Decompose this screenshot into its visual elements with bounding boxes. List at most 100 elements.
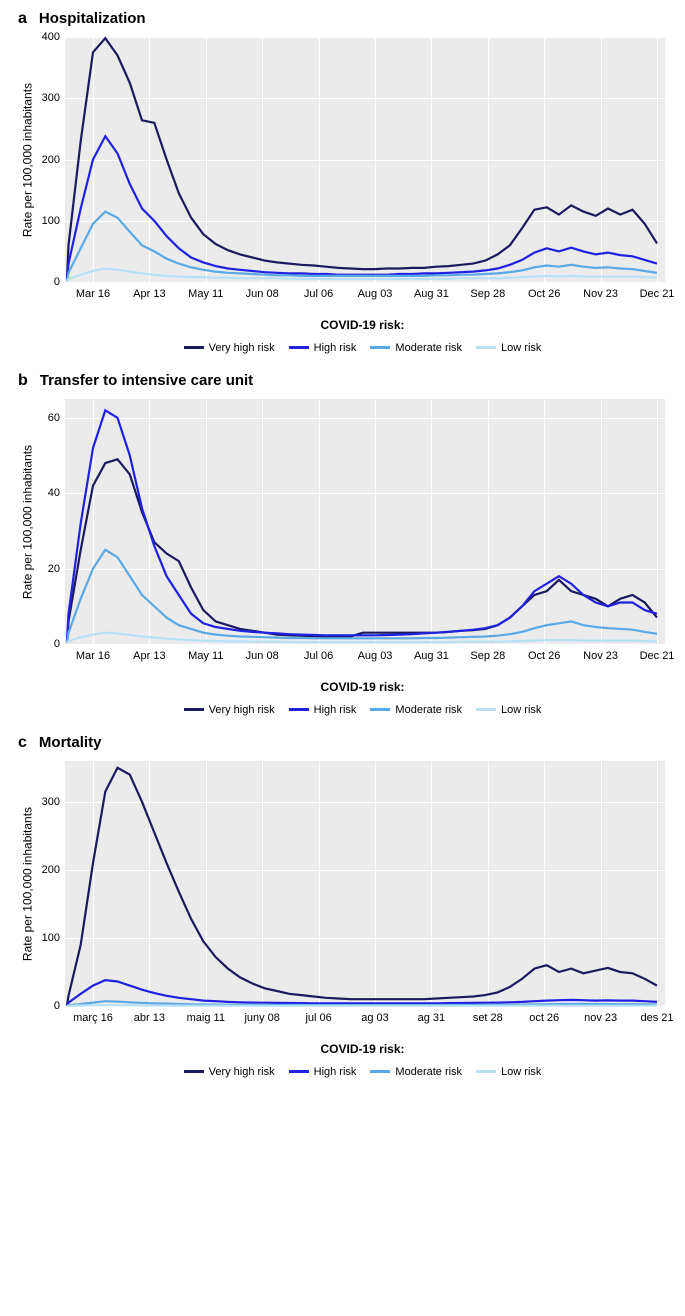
x-tick-label: Aug 31 bbox=[414, 288, 449, 300]
x-tick-label: jul 06 bbox=[305, 1012, 331, 1024]
legend-label: Moderate risk bbox=[395, 704, 462, 716]
plot-svg bbox=[65, 399, 665, 644]
x-tick-label: Jul 06 bbox=[304, 650, 333, 662]
y-tick-label: 0 bbox=[30, 638, 60, 650]
y-tick-label: 0 bbox=[30, 1000, 60, 1012]
legend-swatch bbox=[370, 346, 390, 349]
plot-background bbox=[65, 399, 665, 644]
legend-swatch bbox=[289, 346, 309, 349]
y-tick-label: 60 bbox=[30, 412, 60, 424]
plot-svg bbox=[65, 37, 665, 282]
plot-background bbox=[65, 37, 665, 282]
x-tick-label: Nov 23 bbox=[583, 288, 618, 300]
y-tick-label: 20 bbox=[30, 563, 60, 575]
legend-label: High risk bbox=[314, 1066, 357, 1078]
x-tick-label: oct 26 bbox=[529, 1012, 559, 1024]
series-line-very_high bbox=[67, 768, 657, 1006]
x-tick-label: Apr 13 bbox=[133, 650, 165, 662]
x-tick-label: May 11 bbox=[188, 288, 223, 300]
x-tick-label: Jul 06 bbox=[304, 288, 333, 300]
y-tick-label: 100 bbox=[30, 932, 60, 944]
legend-label: Very high risk bbox=[209, 704, 275, 716]
panel-letter: c bbox=[18, 734, 27, 752]
y-tick-label: 100 bbox=[30, 215, 60, 227]
gridline-h bbox=[65, 282, 665, 283]
legend-title: COVID-19 risk: bbox=[50, 1042, 675, 1056]
legend-item-high: High risk bbox=[289, 704, 357, 716]
legend-swatch bbox=[370, 708, 390, 711]
x-tick-label: Aug 03 bbox=[358, 650, 393, 662]
series-line-low bbox=[67, 1005, 657, 1006]
x-tick-label: Dec 21 bbox=[640, 288, 675, 300]
legend-item-high: High risk bbox=[289, 342, 357, 354]
legend-item-moderate: Moderate risk bbox=[370, 1066, 462, 1078]
y-tick-label: 200 bbox=[30, 864, 60, 876]
panel-b: bTransfer to intensive care unit Rate per… bbox=[10, 372, 675, 716]
panel-header: cMortality bbox=[10, 734, 675, 752]
legend-swatch bbox=[370, 1070, 390, 1073]
y-tick-label: 200 bbox=[30, 154, 60, 166]
x-tick-label: març 16 bbox=[73, 1012, 113, 1024]
x-tick-label: May 11 bbox=[188, 650, 223, 662]
x-tick-label: abr 13 bbox=[134, 1012, 165, 1024]
legend-item-very_high: Very high risk bbox=[184, 1066, 275, 1078]
x-tick-label: ag 03 bbox=[361, 1012, 389, 1024]
x-tick-label: Sep 28 bbox=[470, 288, 505, 300]
panel-letter: a bbox=[18, 10, 27, 28]
y-axis-label: Rate per 100,000 inhabitants bbox=[20, 399, 34, 644]
legend-items: Very high risk High risk Moderate risk Low … bbox=[184, 342, 542, 354]
legend-swatch bbox=[476, 346, 496, 349]
x-tick-label: Oct 26 bbox=[528, 288, 560, 300]
x-tick-label: Sep 28 bbox=[470, 650, 505, 662]
y-tick-label: 400 bbox=[30, 31, 60, 43]
legend-item-very_high: Very high risk bbox=[184, 342, 275, 354]
legend-label: Very high risk bbox=[209, 1066, 275, 1078]
series-line-moderate bbox=[67, 550, 657, 643]
legend-title: COVID-19 risk: bbox=[50, 318, 675, 332]
x-tick-label: Jun 08 bbox=[246, 650, 279, 662]
figure-root: a Hospitalization Rate per 100,000 inhabit… bbox=[10, 10, 675, 1078]
legend-label: Very high risk bbox=[209, 342, 275, 354]
y-tick-label: 300 bbox=[30, 796, 60, 808]
panel-title: Hospitalization bbox=[39, 10, 146, 27]
x-tick-label: des 21 bbox=[640, 1012, 673, 1024]
plot-background bbox=[65, 761, 665, 1006]
legend-swatch bbox=[184, 346, 204, 349]
legend: COVID-19 risk: Very high risk High risk Mod… bbox=[10, 1042, 675, 1078]
y-tick-label: 40 bbox=[30, 487, 60, 499]
legend-item-high: High risk bbox=[289, 1066, 357, 1078]
legend-item-low: Low risk bbox=[476, 704, 541, 716]
legend-items: Very high risk High risk Moderate risk Low … bbox=[184, 1066, 542, 1078]
x-tick-label: maig 11 bbox=[187, 1012, 225, 1024]
y-tick-label: 300 bbox=[30, 92, 60, 104]
legend-item-low: Low risk bbox=[476, 342, 541, 354]
plot-svg bbox=[65, 761, 665, 1006]
x-tick-label: Dec 21 bbox=[640, 650, 675, 662]
panel-letter: b bbox=[18, 372, 28, 390]
legend-swatch bbox=[184, 1070, 204, 1073]
y-tick-label: 0 bbox=[30, 276, 60, 288]
x-tick-label: set 28 bbox=[473, 1012, 503, 1024]
panel-header: bTransfer to intensive care unit bbox=[10, 372, 675, 390]
series-line-very_high bbox=[67, 38, 657, 279]
series-line-high bbox=[67, 980, 657, 1006]
panel-header: a Hospitalization bbox=[10, 10, 675, 28]
x-tick-label: nov 23 bbox=[584, 1012, 617, 1024]
legend-item-very_high: Very high risk bbox=[184, 704, 275, 716]
legend-label: Moderate risk bbox=[395, 1066, 462, 1078]
legend-label: Moderate risk bbox=[395, 342, 462, 354]
legend-label: Low risk bbox=[501, 1066, 541, 1078]
gridline-h bbox=[65, 644, 665, 645]
legend-swatch bbox=[184, 708, 204, 711]
chart-area: Rate per 100,000 inhabitants010020030040… bbox=[10, 32, 680, 312]
x-tick-label: Apr 13 bbox=[133, 288, 165, 300]
panel-a: aHospitalizationRate per 100,000 inhabit… bbox=[10, 10, 675, 354]
legend-label: High risk bbox=[314, 342, 357, 354]
legend-item-moderate: Moderate risk bbox=[370, 704, 462, 716]
legend-label: Low risk bbox=[501, 342, 541, 354]
legend-swatch bbox=[289, 708, 309, 711]
legend-label: Low risk bbox=[501, 704, 541, 716]
legend: COVID-19 risk: Very high risk High risk Mod… bbox=[10, 318, 675, 354]
legend-swatch bbox=[289, 1070, 309, 1073]
x-tick-label: Jun 08 bbox=[246, 288, 279, 300]
